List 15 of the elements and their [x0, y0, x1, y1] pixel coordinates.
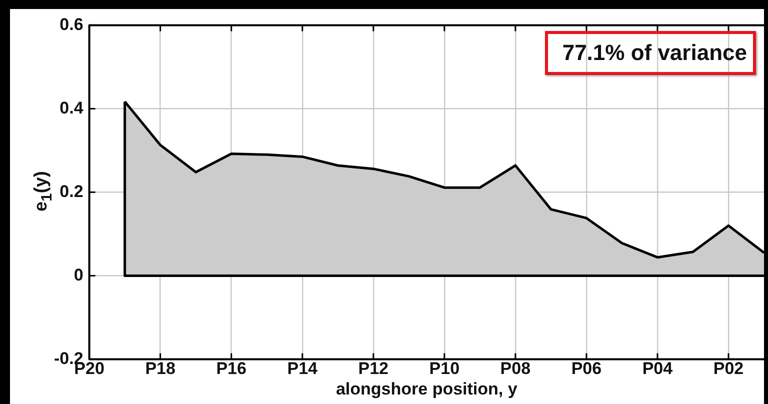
x-tick-label: P14 [287, 359, 318, 378]
y-tick-label: 0.6 [60, 14, 84, 34]
x-tick-label: P02 [713, 359, 744, 378]
x-tick-label: P08 [500, 359, 531, 378]
x-tick-label: P18 [145, 359, 176, 378]
x-tick-label: P10 [429, 359, 460, 378]
y-tick-label: 0 [74, 265, 84, 284]
x-tick-label: P06 [571, 359, 602, 378]
x-tick-label: P12 [358, 359, 389, 378]
x-tick-label: P16 [216, 359, 246, 378]
y-tick-label: 0.2 [60, 182, 84, 201]
y-tick-label: 0.4 [60, 98, 84, 118]
annotation: 77.1% of variance [545, 31, 756, 76]
x-tick-label: P04 [642, 359, 674, 378]
x-axis-title: alongshore position, y [336, 379, 518, 398]
